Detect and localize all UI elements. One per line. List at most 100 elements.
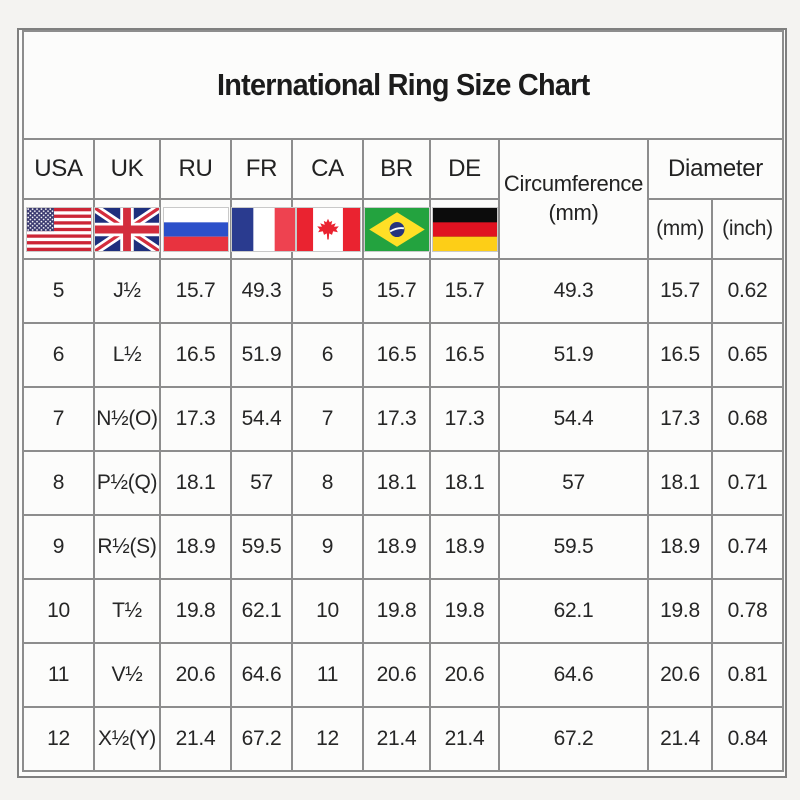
- col-header-de: DE: [429, 138, 500, 200]
- cell-fr-row3: 54.4: [230, 386, 293, 452]
- cell-fr-row5: 59.5: [230, 514, 293, 580]
- table-row: 7 N½(O) 17.3 54.4 7 17.3 17.3 54.4 17.3 0.68: [22, 386, 785, 452]
- cell-diameter-inch-row5: 0.74: [710, 514, 785, 580]
- cell-circumference-mm-row5: 59.5: [498, 514, 649, 580]
- ring-size-table: International Ring Size Chart USA UK RU …: [21, 30, 785, 772]
- cell-usa-row8: 12: [22, 706, 95, 772]
- ring-size-chart: International Ring Size Chart USA UK RU …: [17, 28, 787, 778]
- cell-diameter-inch-row1: 0.62: [710, 258, 785, 324]
- col-header-fr: FR: [230, 138, 293, 200]
- cell-de-row6: 19.8: [429, 578, 500, 644]
- de-flag-icon: [431, 206, 498, 252]
- cell-br-row6: 19.8: [362, 578, 431, 644]
- cell-usa-row2: 6: [22, 322, 95, 388]
- cell-br-row2: 16.5: [362, 322, 431, 388]
- cell-circumference-mm-row3: 54.4: [498, 386, 649, 452]
- cell-br-row4: 18.1: [362, 450, 431, 516]
- table-row: 8 P½(Q) 18.1 57 8 18.1 18.1 57 18.1 0.71: [22, 450, 785, 516]
- uk-flag-icon: [94, 206, 160, 252]
- cell-diameter-inch-row7: 0.81: [710, 642, 785, 708]
- col-header-uk: UK: [93, 138, 161, 200]
- cell-ru-row1: 15.7: [159, 258, 232, 324]
- title-cell: International Ring Size Chart: [21, 30, 785, 140]
- cell-uk-row1: J½: [93, 258, 161, 324]
- cell-ca-row7: 11: [291, 642, 364, 708]
- cell-br-row8: 21.4: [362, 706, 431, 772]
- flag-row: (mm) (inch): [22, 198, 785, 260]
- cell-ru-row4: 18.1: [159, 450, 232, 516]
- cell-diameter-mm-row8: 21.4: [647, 706, 713, 772]
- diameter-mm-header: (mm): [647, 198, 713, 260]
- cell-diameter-inch-row8: 0.84: [710, 706, 785, 772]
- cell-usa-row7: 11: [22, 642, 95, 708]
- cell-ca-row3: 7: [291, 386, 364, 452]
- cell-br-row3: 17.3: [362, 386, 431, 452]
- ru-flag-icon: [162, 206, 229, 252]
- table-row: 12 X½(Y) 21.4 67.2 12 21.4 21.4 67.2 21.4 0.84: [22, 706, 785, 772]
- cell-diameter-inch-row3: 0.68: [710, 386, 785, 452]
- cell-uk-row2: L½: [93, 322, 161, 388]
- flag-cell-fr: [230, 198, 297, 260]
- cell-uk-row8: X½(Y): [93, 706, 161, 772]
- cell-usa-row5: 9: [22, 514, 95, 580]
- cell-de-row3: 17.3: [429, 386, 500, 452]
- table-body: 5 J½ 15.7 49.3 5 15.7 15.7 49.3 15.7 0.62 6 L½ 16.5 5…: [22, 258, 785, 772]
- cell-circumference-mm-row1: 49.3: [498, 258, 649, 324]
- circumference-label: Circumference: [503, 171, 644, 197]
- cell-circumference-mm-row6: 62.1: [498, 578, 649, 644]
- cell-ru-row3: 17.3: [159, 386, 232, 452]
- cell-br-row5: 18.9: [362, 514, 431, 580]
- table-row: 5 J½ 15.7 49.3 5 15.7 15.7 49.3 15.7 0.62: [22, 258, 785, 324]
- usa-flag-icon: [25, 206, 92, 252]
- cell-usa-row3: 7: [22, 386, 95, 452]
- fr-flag-icon: [231, 206, 297, 252]
- cell-fr-row6: 62.1: [230, 578, 293, 644]
- cell-ca-row5: 9: [291, 514, 364, 580]
- cell-ru-row6: 19.8: [159, 578, 232, 644]
- cell-fr-row2: 51.9: [230, 322, 293, 388]
- flag-cell-ru: [159, 198, 232, 260]
- cell-diameter-mm-row1: 15.7: [647, 258, 713, 324]
- col-header-circumference: Circumference (mm): [498, 138, 649, 260]
- ca-flag-icon: [294, 206, 361, 252]
- cell-de-row7: 20.6: [429, 642, 500, 708]
- cell-ca-row2: 6: [291, 322, 364, 388]
- cell-diameter-mm-row7: 20.6: [647, 642, 713, 708]
- cell-uk-row3: N½(O): [93, 386, 161, 452]
- table-row: 9 R½(S) 18.9 59.5 9 18.9 18.9 59.5 18.9 0.74: [22, 514, 785, 580]
- cell-diameter-mm-row6: 19.8: [647, 578, 713, 644]
- cell-uk-row6: T½: [93, 578, 161, 644]
- flag-cell-de: [429, 198, 500, 260]
- cell-usa-row6: 10: [22, 578, 95, 644]
- col-header-br: BR: [362, 138, 431, 200]
- table-row: 6 L½ 16.5 51.9 6 16.5 16.5 51.9 16.5 0.65: [22, 322, 785, 388]
- cell-ru-row8: 21.4: [159, 706, 232, 772]
- cell-ru-row2: 16.5: [159, 322, 232, 388]
- cell-circumference-mm-row4: 57: [498, 450, 649, 516]
- cell-ru-row5: 18.9: [159, 514, 232, 580]
- col-header-usa: USA: [22, 138, 95, 200]
- flag-cell-uk: [93, 198, 161, 260]
- cell-ca-row6: 10: [291, 578, 364, 644]
- table-row: 11 V½ 20.6 64.6 11 20.6 20.6 64.6 20.6 0.81: [22, 642, 785, 708]
- circumference-unit: (mm): [548, 200, 599, 225]
- cell-ru-row7: 20.6: [159, 642, 232, 708]
- header-row: USA UK RU FR CA BR DE Circumference (mm)…: [22, 138, 785, 260]
- table-row: 10 T½ 19.8 62.1 10 19.8 19.8 62.1 19.8 0.78: [22, 578, 785, 644]
- title-row: International Ring Size Chart: [21, 30, 785, 140]
- cell-de-row8: 21.4: [429, 706, 500, 772]
- br-flag-icon: [363, 206, 430, 252]
- flag-cell-ca: [291, 198, 364, 260]
- cell-diameter-mm-row5: 18.9: [647, 514, 713, 580]
- cell-usa-row4: 8: [22, 450, 95, 516]
- diameter-inch-header: (inch): [710, 198, 785, 260]
- cell-de-row4: 18.1: [429, 450, 500, 516]
- col-header-diameter: Diameter: [646, 138, 785, 200]
- cell-de-row2: 16.5: [429, 322, 500, 388]
- cell-ca-row1: 5: [291, 258, 364, 324]
- cell-circumference-mm-row2: 51.9: [498, 322, 649, 388]
- cell-diameter-inch-row2: 0.65: [710, 322, 785, 388]
- cell-uk-row4: P½(Q): [93, 450, 161, 516]
- cell-fr-row4: 57: [230, 450, 293, 516]
